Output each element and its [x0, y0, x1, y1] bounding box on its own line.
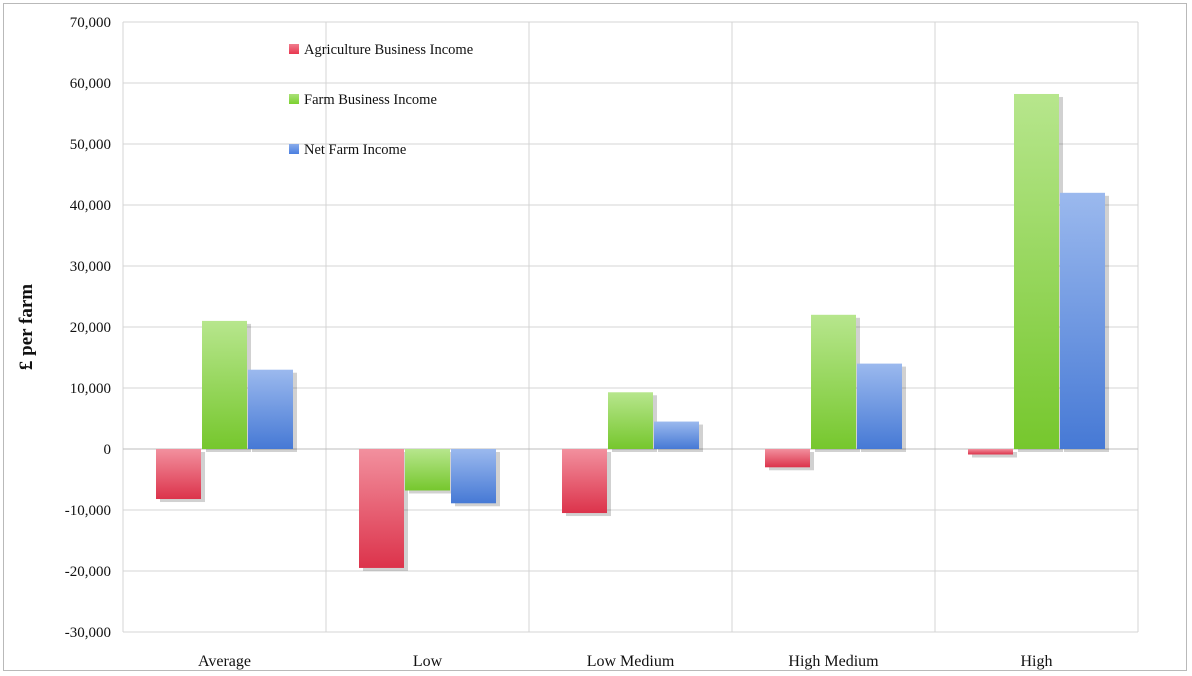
bar — [451, 449, 496, 504]
legend-swatch — [289, 94, 299, 104]
x-category-label: Low Medium — [587, 653, 675, 670]
bars — [156, 93, 1109, 571]
bar — [654, 421, 699, 449]
bar — [765, 449, 810, 468]
bar — [156, 449, 201, 500]
y-axis-label: £ per farm — [16, 284, 37, 370]
bar — [562, 449, 607, 514]
bar — [968, 449, 1013, 455]
bar — [811, 314, 856, 449]
bar — [248, 369, 293, 449]
bar — [202, 320, 247, 449]
y-tick-label: 30,000 — [70, 259, 111, 275]
x-category-label: Low — [413, 653, 443, 670]
y-axis-ticks: 70,000 60,000 50,000 40,000 30,000 20,000 10,0… — [65, 15, 111, 641]
y-tick-label: 0 — [104, 442, 112, 458]
bar — [857, 363, 902, 449]
bar-shadow — [972, 452, 1017, 458]
y-tick-label: 10,000 — [70, 381, 111, 397]
bar-chart: 70,000 60,000 50,000 40,000 30,000 20,000 10,0… — [16, 15, 1139, 670]
chart-frame: 70,000 60,000 50,000 40,000 30,000 20,000 10,0… — [3, 3, 1187, 671]
bar — [1060, 192, 1105, 450]
gridlines — [122, 21, 1139, 633]
y-tick-label: 40,000 — [70, 198, 111, 214]
y-tick-label: 50,000 — [70, 137, 111, 153]
x-category-label: High — [1021, 653, 1053, 670]
y-tick-label: -20,000 — [65, 564, 111, 580]
y-tick-label: 60,000 — [70, 76, 111, 92]
bar — [1014, 93, 1059, 449]
bar — [608, 392, 653, 449]
y-tick-label: 70,000 — [70, 15, 111, 31]
x-category-label: Average — [198, 653, 251, 670]
bar — [405, 449, 450, 491]
legend: Agriculture Business Income Farm Business… — [289, 42, 473, 158]
legend-swatch — [289, 144, 299, 154]
x-category-label: High Medium — [788, 653, 879, 670]
y-tick-label: -30,000 — [65, 625, 111, 641]
bar — [359, 449, 404, 568]
x-axis-categories: Average Low Low Medium High Medium High — [198, 653, 1053, 670]
y-tick-label: -10,000 — [65, 503, 111, 519]
legend-swatch — [289, 44, 299, 54]
legend-label: Agriculture Business Income — [304, 42, 473, 58]
legend-label: Net Farm Income — [304, 142, 406, 158]
legend-label: Farm Business Income — [304, 92, 437, 108]
y-tick-label: 20,000 — [70, 320, 111, 336]
